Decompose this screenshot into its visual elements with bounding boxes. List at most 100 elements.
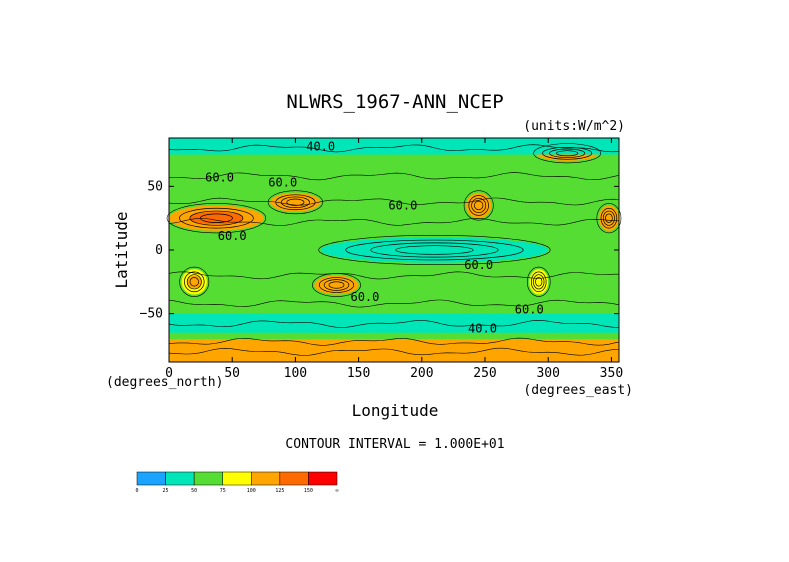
contour-zonal [168, 320, 620, 328]
plot-area [169, 138, 619, 362]
x-tick-label: 0 [165, 366, 173, 381]
colorbar-swatch [251, 471, 281, 486]
y-tick-label: −50 [140, 307, 163, 322]
contour-andes-atacama [533, 274, 545, 290]
colorbar: 0 25 50 75 100 125 150 ∞ [135, 471, 339, 494]
colorbar-swatch [308, 471, 338, 486]
chart-units: (units:W/m^2) [523, 119, 625, 134]
contour-outer-sahara-arabia [166, 203, 267, 234]
colorbar-swatch [222, 471, 252, 486]
chart-title: NLWRS_1967-ANN_NCEP [286, 91, 503, 113]
colorbar-label: 100 [247, 488, 256, 494]
x-tick-label: 200 [410, 366, 433, 381]
contour-outer-tibet-gobi [267, 190, 323, 215]
contour-label: 60.0 [268, 175, 297, 189]
contour-andes-atacama [530, 271, 547, 293]
x-tick-label: 100 [284, 366, 307, 381]
contour-labels: 40.0 60.0 60.0 60.0 60.0 60.0 60.0 60.0 40.0 [205, 140, 544, 336]
contour-label: 60.0 [218, 229, 247, 243]
colorbar-label: 0 [135, 488, 138, 494]
feature-western-usa [466, 192, 492, 219]
contour-lines [166, 143, 622, 356]
contour-label: 60.0 [205, 170, 234, 184]
contour-outer-sonoran-west-africa-edge [596, 203, 622, 234]
contour-southern-africa [184, 271, 205, 293]
contour-warm-pool-east-pacific [370, 242, 499, 258]
contour-label: 60.0 [515, 303, 544, 317]
colorbar-label: ∞ [335, 488, 338, 494]
contour-outer-andes-atacama [526, 266, 551, 297]
contour-label: 60.0 [350, 290, 379, 304]
contour-sahara-arabia [179, 207, 254, 229]
contour-tibet-gobi [280, 196, 310, 208]
x-tick-label: 250 [473, 366, 496, 381]
contour-zonal [168, 144, 620, 153]
contour-sonoran-west-africa-edge [605, 213, 613, 223]
contour-australia [323, 279, 350, 291]
x-units-label: (degrees_east) [523, 383, 633, 398]
contour-greenland [549, 148, 586, 158]
contour-greenland [556, 150, 579, 157]
feature-peak-southern-africa [187, 275, 202, 289]
colorbar-swatch [165, 471, 195, 486]
x-axis: 0 50 100 150 200 250 300 350 [165, 138, 623, 381]
contour-sonoran-west-africa-edge [602, 210, 615, 226]
contour-australia [328, 281, 345, 289]
feature-peak-sahara-arabia [190, 211, 243, 225]
contour-western-usa [474, 200, 484, 211]
contour-southern-africa [189, 277, 199, 287]
contour-zonal [168, 197, 620, 206]
contour-zonal [168, 347, 620, 356]
y-units-label: (degrees_north) [106, 375, 223, 390]
contour-zonal [168, 337, 620, 346]
x-tick-label: 300 [536, 366, 559, 381]
feature-andes-atacama [529, 269, 549, 295]
contour-sonoran-west-africa-edge [600, 207, 618, 229]
contour-label: 40.0 [306, 140, 335, 154]
contour-western-usa [471, 197, 487, 213]
colorbar-label: 50 [191, 488, 197, 494]
contour-australia [318, 277, 355, 293]
y-tick-label: 50 [147, 179, 163, 194]
contour-zonal [168, 271, 619, 280]
y-axis: 50 0 −50 [140, 179, 619, 322]
contour-warm-pool-east-pacific [395, 245, 474, 255]
colorbar-label: 150 [304, 488, 313, 494]
contour-label: 40.0 [468, 322, 497, 336]
feature-arctic-ocean [169, 138, 619, 155]
colorbar-label: 25 [163, 488, 169, 494]
y-tick-label: 0 [155, 243, 163, 258]
contour-zonal [168, 172, 620, 181]
feature-tibet-gobi [270, 192, 321, 212]
contour-label: 60.0 [464, 258, 493, 272]
x-tick-label: 150 [347, 366, 370, 381]
colorbar-swatch [279, 471, 309, 486]
contour-label: 60.0 [388, 198, 417, 212]
contour-southern-africa [186, 274, 202, 290]
colorbar-swatch [136, 471, 166, 486]
feature-antarctica [169, 339, 619, 362]
x-tick-label: 50 [224, 366, 240, 381]
contour-zonal [168, 299, 620, 308]
contour-outer-greenland [533, 143, 602, 164]
x-axis-label: Longitude [352, 401, 439, 420]
contour-zonal [168, 217, 620, 226]
contour-warm-pool-east-pacific [345, 239, 524, 261]
contour-greenland [542, 146, 593, 160]
contour-tibet-gobi [286, 198, 305, 206]
y-axis-label: Latitude [112, 211, 131, 288]
contour-interval-label: CONTOUR INTERVAL = 1.000E+01 [285, 437, 504, 452]
colorbar-swatch [193, 471, 223, 486]
feature-warm-pool-east-pacific [320, 237, 549, 263]
feature-australia [314, 275, 359, 295]
contour-outer-warm-pool-east-pacific [318, 234, 551, 266]
x-tick-label: 350 [600, 366, 623, 381]
feature-sonoran-west-africa-edge [598, 205, 619, 231]
colorbar-label: 75 [220, 488, 226, 494]
contour-western-usa [468, 195, 489, 216]
colorbar-label: 125 [275, 488, 284, 494]
contour-andes-atacama [535, 277, 543, 287]
contour-outer-southern-africa [179, 266, 210, 297]
contour-sahara-arabia [189, 210, 244, 226]
